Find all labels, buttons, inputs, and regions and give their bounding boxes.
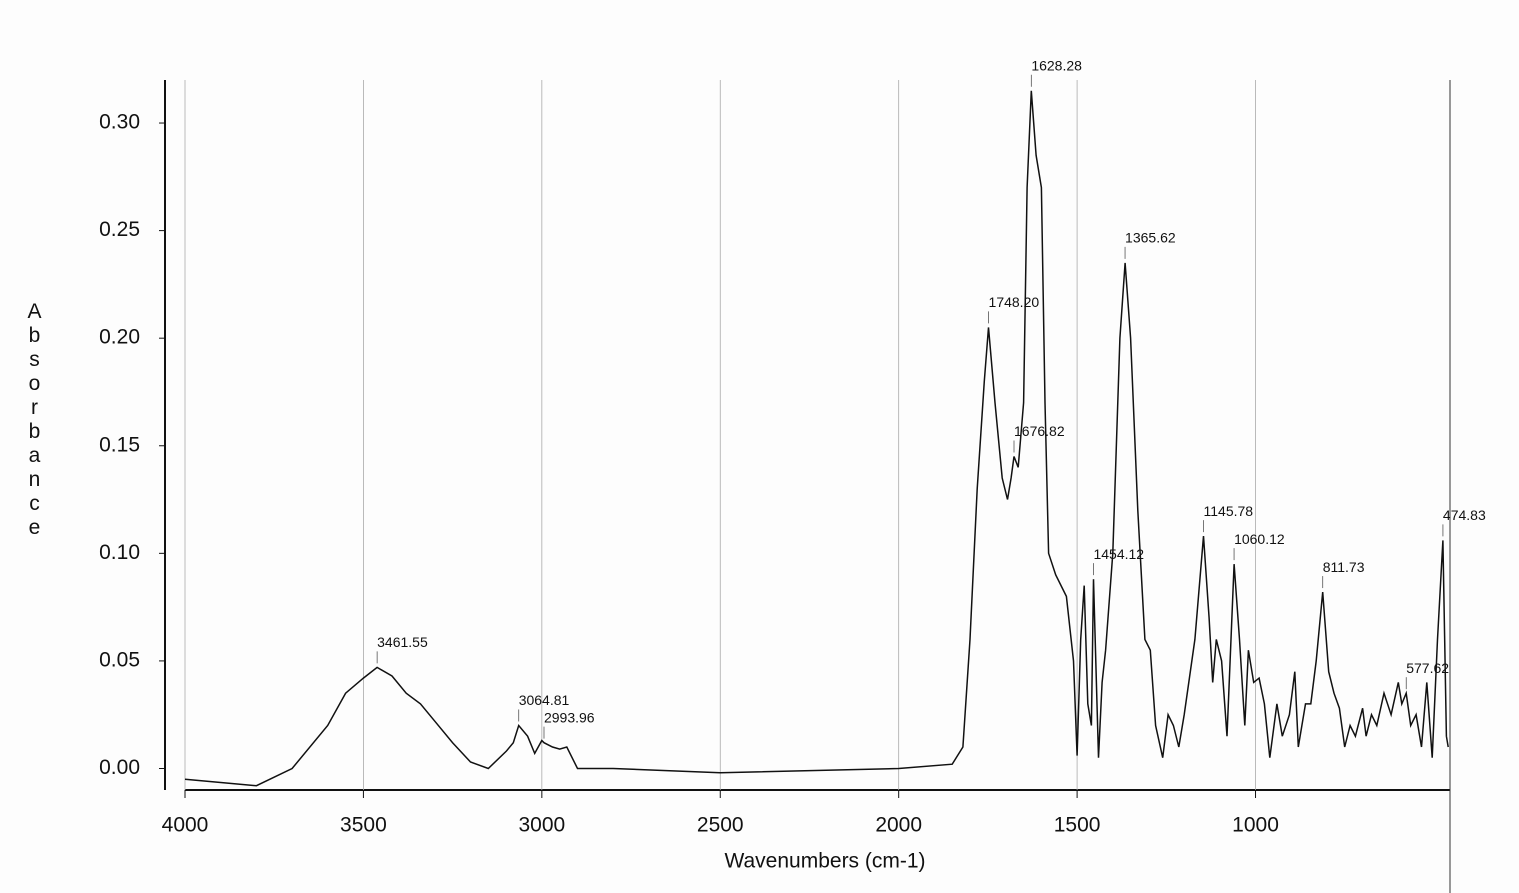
peak-label: 1060.12 <box>1234 531 1285 547</box>
peak-label: 3064.81 <box>519 692 570 708</box>
x-tick-label: 1500 <box>1054 814 1101 837</box>
y-tick-label: 0.25 <box>99 218 140 241</box>
y-tick-label: 0.10 <box>99 541 140 564</box>
peak-label: 1454.12 <box>1093 546 1144 562</box>
peak-label: 1365.62 <box>1125 230 1176 246</box>
peak-label: 1145.78 <box>1204 503 1254 519</box>
x-tick-label: 2500 <box>697 814 744 837</box>
y-tick-label: 0.00 <box>99 756 140 779</box>
y-tick-label: 0.20 <box>99 326 140 349</box>
y-axis-label: Absorbance <box>23 300 46 540</box>
y-tick-label: 0.30 <box>99 111 140 134</box>
spectrum-line <box>184 90 1449 787</box>
peak-label: 577.62 <box>1406 660 1449 676</box>
y-tick-label: 0.15 <box>99 433 140 456</box>
x-tick-label: 4000 <box>162 814 209 837</box>
peak-label: 1628.28 <box>1031 57 1082 73</box>
x-tick-label: 3500 <box>340 814 387 837</box>
x-axis-label: Wavenumbers (cm-1) <box>724 850 925 873</box>
x-tick-label: 2000 <box>875 814 922 837</box>
peak-label: 1676.82 <box>1014 423 1065 439</box>
peak-label: 474.83 <box>1443 507 1486 523</box>
peak-label: 1748.20 <box>989 294 1040 310</box>
x-tick-label: 1000 <box>1232 814 1279 837</box>
y-tick-label: 0.05 <box>99 648 140 671</box>
peak-label: 2993.96 <box>544 709 595 725</box>
x-tick-label: 3000 <box>518 814 565 837</box>
peak-label: 811.73 <box>1323 559 1365 575</box>
peak-label: 3461.55 <box>377 634 428 650</box>
